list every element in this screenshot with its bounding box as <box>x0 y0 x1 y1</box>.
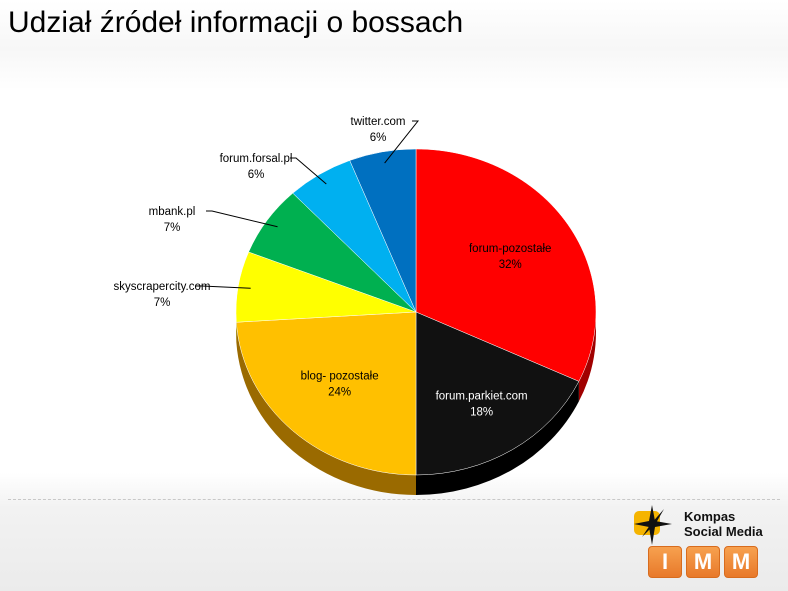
page-title: Udział źródeł informacji o bossach <box>8 6 464 39</box>
leader-line <box>196 285 251 289</box>
pie-slice-side <box>578 312 596 402</box>
pie-slice <box>415 311 580 476</box>
slice-label: blog- pozostałe <box>301 371 379 383</box>
pie-slice <box>349 148 417 313</box>
pie-slice <box>236 311 417 476</box>
leader-line <box>384 120 420 164</box>
pie-labels: forum-pozostałe 32% forum.parkiet.com 18% bl… <box>114 116 552 419</box>
slice-value-label: 6% <box>370 132 387 144</box>
kompas-imm-logo: Kompas Social Media I M M <box>632 503 782 583</box>
pie-slice-side <box>236 322 416 495</box>
slice-value-label: 24% <box>328 387 351 399</box>
imm-box-i: I <box>648 546 682 578</box>
pie-leader-lines <box>196 120 420 289</box>
pie-slice <box>415 148 597 382</box>
slice-label: forum.parkiet.com <box>436 391 528 403</box>
imm-badge: I M M <box>648 546 758 578</box>
title-band <box>0 0 788 90</box>
slice-label: forum.forsal.pl <box>220 153 293 165</box>
pie-slices <box>235 148 597 476</box>
compass-star-icon <box>634 505 672 545</box>
pie-slice-side <box>416 381 579 495</box>
slice-value-label: 7% <box>154 297 171 309</box>
slice-value-label: 7% <box>164 222 181 234</box>
slice-label: forum-pozostałe <box>469 243 551 255</box>
slice-value-label: 6% <box>248 169 265 181</box>
leader-line <box>290 157 327 185</box>
imm-box-m1: M <box>686 546 720 578</box>
logo-line-1: Kompas <box>684 509 736 524</box>
leader-line <box>206 210 278 228</box>
slice-label: skyscrapercity.com <box>114 281 211 293</box>
imm-box-m2: M <box>724 546 758 578</box>
slice-value-label: 32% <box>499 259 522 271</box>
logo-line-2: Social Media <box>684 524 763 539</box>
footer-divider <box>8 499 780 500</box>
slice-label: twitter.com <box>351 116 406 128</box>
slice-value-label: 18% <box>470 407 493 419</box>
slice-label: mbank.pl <box>149 206 196 218</box>
